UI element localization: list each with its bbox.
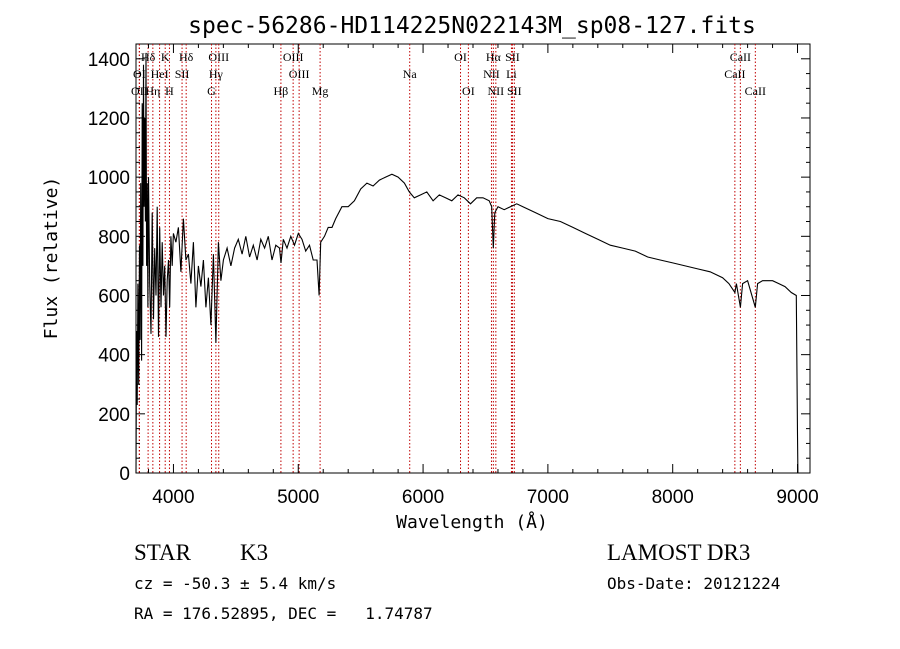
- x-axis-ticks: 4000 5000 6000 7000 8000 9000: [147, 44, 819, 508]
- plot-frame: [135, 43, 811, 474]
- y-axis-label: Flux (relative): [41, 177, 62, 340]
- chart-title: spec-56286-HD114225N022143M_sp08-127.fit…: [188, 13, 756, 39]
- line-marker-label: OI: [462, 84, 475, 98]
- line-marker-label: OIII: [208, 50, 229, 64]
- line-marker-label: Hα: [486, 50, 502, 64]
- line-marker-label: G: [207, 84, 216, 98]
- line-marker-label: Mg: [312, 84, 329, 98]
- coordinates-readout: RA = 176.52895, DEC = 1.74787: [134, 604, 433, 623]
- y-tick-label: 800: [98, 227, 130, 248]
- x-tick-label: 7000: [527, 487, 569, 508]
- line-marker-label: Hδ: [141, 50, 156, 64]
- x-tick-label: 6000: [402, 487, 444, 508]
- obs-date: Obs-Date: 20121224: [607, 574, 780, 593]
- y-axis-ticks: 0 200 400 600 800 1000 1200 1400: [88, 50, 810, 485]
- survey-name: LAMOST DR3: [607, 540, 750, 565]
- line-marker-label: OI: [454, 50, 467, 64]
- x-tick-label: 8000: [652, 487, 694, 508]
- spectrum-line: [135, 52, 799, 474]
- line-marker-label: SII: [175, 67, 190, 81]
- line-marker-label: OIII: [289, 67, 310, 81]
- line-marker-label: Hδ: [179, 50, 194, 64]
- line-marker-label: HeI: [151, 67, 169, 81]
- line-marker-label: OIII: [283, 50, 304, 64]
- y-tick-label: 200: [98, 405, 130, 426]
- y-tick-label: 0: [119, 464, 130, 485]
- line-marker-label: Hβ: [274, 84, 289, 98]
- line-marker-label: H: [165, 84, 174, 98]
- line-marker-label: Na: [403, 67, 418, 81]
- redshift-readout: cz = -50.3 ± 5.4 km/s: [134, 574, 336, 593]
- line-marker-label: CaII: [745, 84, 766, 98]
- y-tick-label: 1200: [88, 109, 130, 130]
- x-tick-label: 9000: [776, 487, 818, 508]
- line-markers: [138, 44, 756, 473]
- x-tick-label: 4000: [152, 487, 194, 508]
- x-tick-label: 5000: [277, 487, 319, 508]
- line-marker-label: CaII: [730, 50, 751, 64]
- y-tick-label: 1400: [88, 50, 130, 71]
- line-marker-label: Li: [506, 67, 517, 81]
- line-marker-label: K: [161, 50, 170, 64]
- object-subclass: K3: [240, 540, 268, 565]
- line-marker-label: SII: [507, 84, 522, 98]
- object-class: STAR: [134, 540, 192, 565]
- line-marker-label: Hη: [145, 84, 160, 98]
- line-marker-label: CaII: [724, 67, 745, 81]
- x-axis-label: Wavelength (Å): [396, 511, 548, 533]
- y-tick-label: 600: [98, 286, 130, 307]
- line-marker-label: NII: [483, 67, 500, 81]
- line-marker-label: SII: [505, 50, 520, 64]
- line-marker-label: NII: [488, 84, 505, 98]
- y-tick-label: 1000: [88, 168, 130, 189]
- line-marker-label: Hγ: [209, 67, 224, 81]
- y-tick-label: 400: [98, 346, 130, 367]
